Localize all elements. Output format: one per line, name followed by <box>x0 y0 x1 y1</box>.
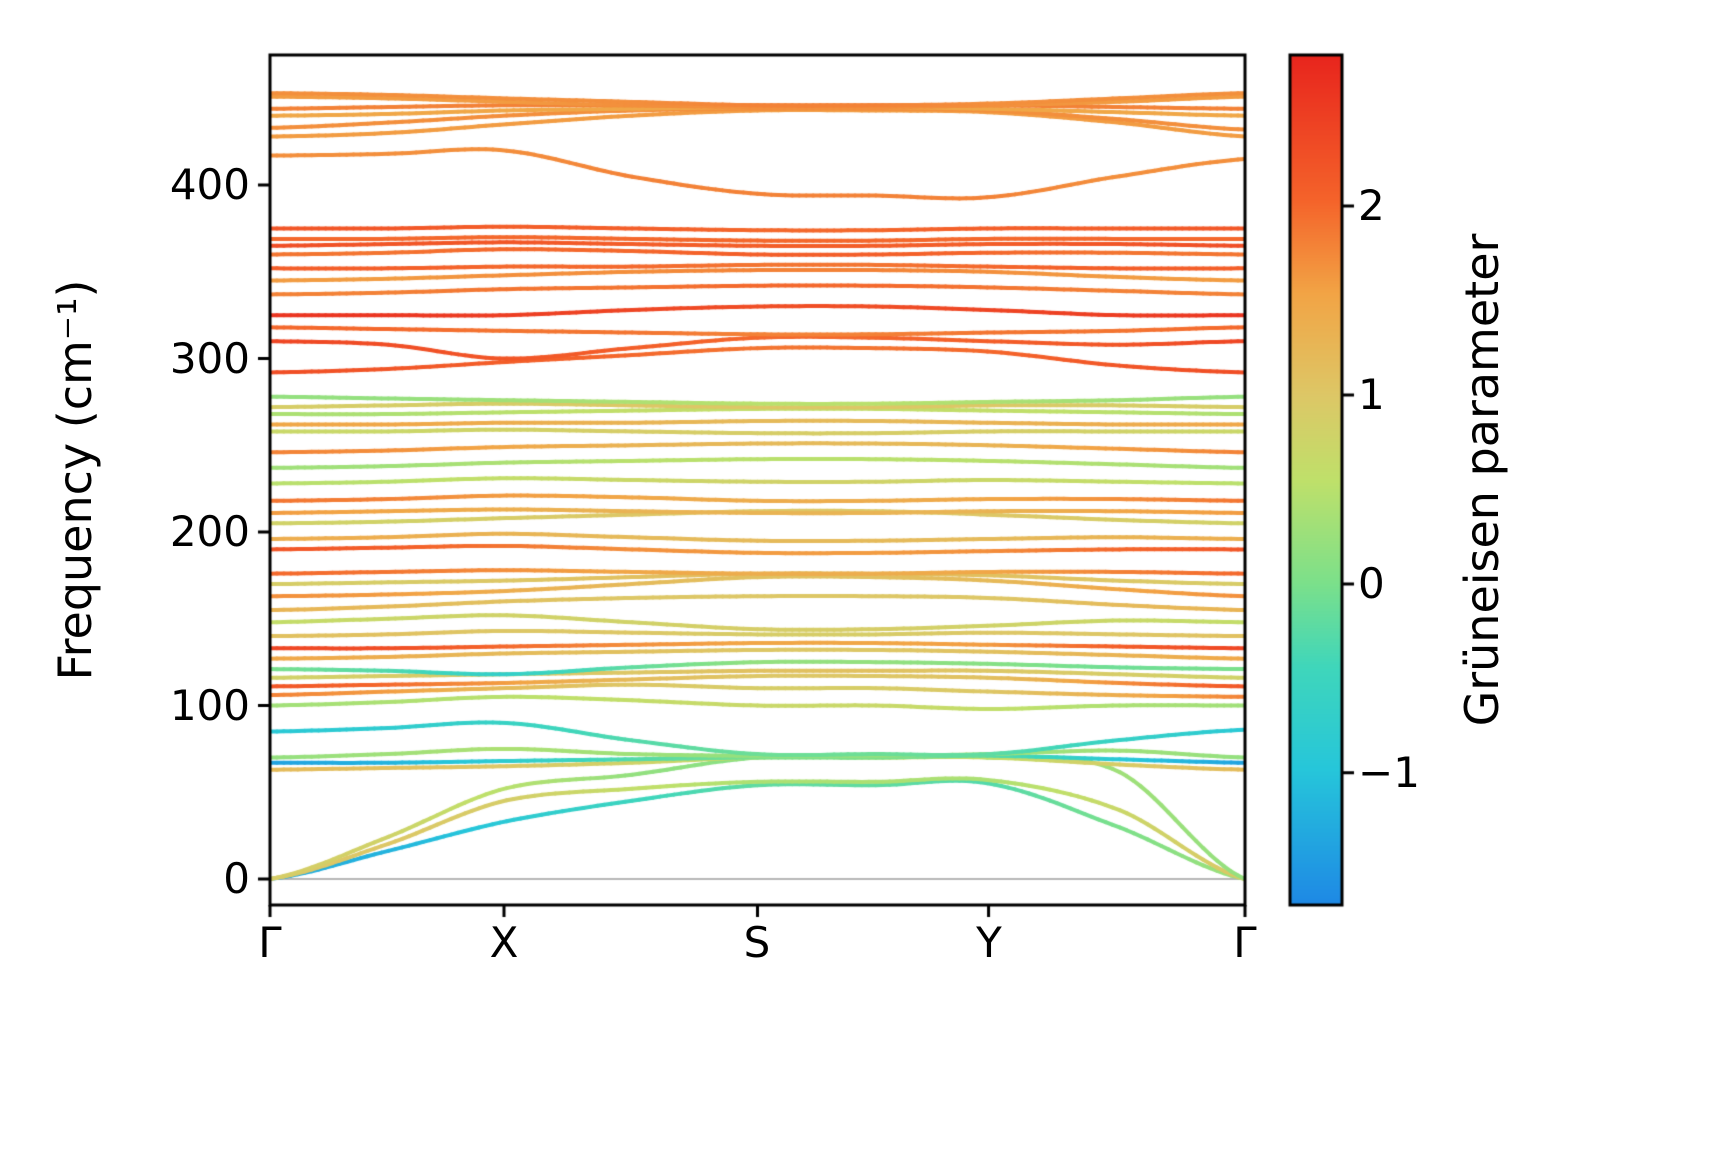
x-tick-label-gamma-right: Γ <box>1233 918 1257 967</box>
colorbar-label: Grüneisen parameter <box>1455 233 1509 727</box>
y-tick-label-100: 100 <box>169 681 250 730</box>
x-tick-label-gamma-left: Γ <box>258 918 282 967</box>
colorbar-tick-label-neg1: −1 <box>1358 748 1420 797</box>
colorbar-tick-label-2: 2 <box>1358 181 1385 230</box>
y-tick-label-200: 200 <box>169 507 250 556</box>
y-tick-label-0: 0 <box>223 854 250 903</box>
x-tick-label-x: X <box>489 918 519 967</box>
x-tick-label-s: S <box>743 918 771 967</box>
colorbar-tick-label-1: 1 <box>1358 370 1385 419</box>
colorbar-tick-label-0: 0 <box>1358 559 1385 608</box>
y-tick-label-400: 400 <box>169 160 250 209</box>
x-tick-label-y: Y <box>976 918 1002 967</box>
y-tick-label-300: 300 <box>169 334 250 383</box>
